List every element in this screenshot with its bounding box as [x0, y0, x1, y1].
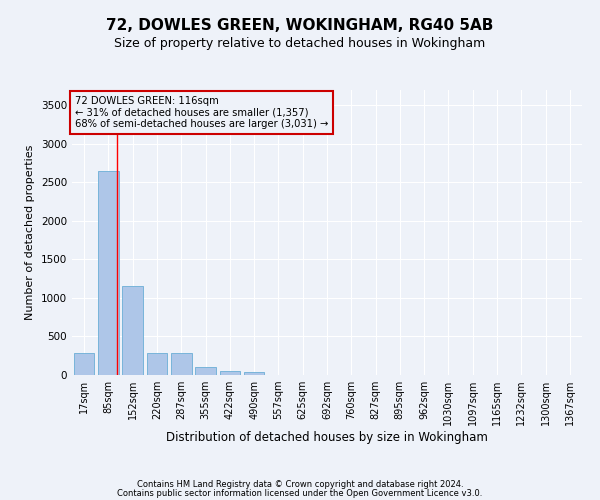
Bar — [146, 353, 167, 375]
Text: Contains HM Land Registry data © Crown copyright and database right 2024.: Contains HM Land Registry data © Crown c… — [137, 480, 463, 489]
Text: 72 DOWLES GREEN: 116sqm
← 31% of detached houses are smaller (1,357)
68% of semi: 72 DOWLES GREEN: 116sqm ← 31% of detache… — [74, 96, 328, 129]
Bar — [244, 372, 265, 375]
Bar — [122, 286, 143, 375]
X-axis label: Distribution of detached houses by size in Wokingham: Distribution of detached houses by size … — [166, 431, 488, 444]
Bar — [220, 371, 240, 375]
Bar — [98, 171, 119, 375]
Text: 72, DOWLES GREEN, WOKINGHAM, RG40 5AB: 72, DOWLES GREEN, WOKINGHAM, RG40 5AB — [106, 18, 494, 32]
Bar — [74, 354, 94, 375]
Bar — [171, 353, 191, 375]
Text: Size of property relative to detached houses in Wokingham: Size of property relative to detached ho… — [115, 38, 485, 51]
Text: Contains public sector information licensed under the Open Government Licence v3: Contains public sector information licen… — [118, 490, 482, 498]
Y-axis label: Number of detached properties: Number of detached properties — [25, 145, 35, 320]
Bar — [195, 367, 216, 375]
